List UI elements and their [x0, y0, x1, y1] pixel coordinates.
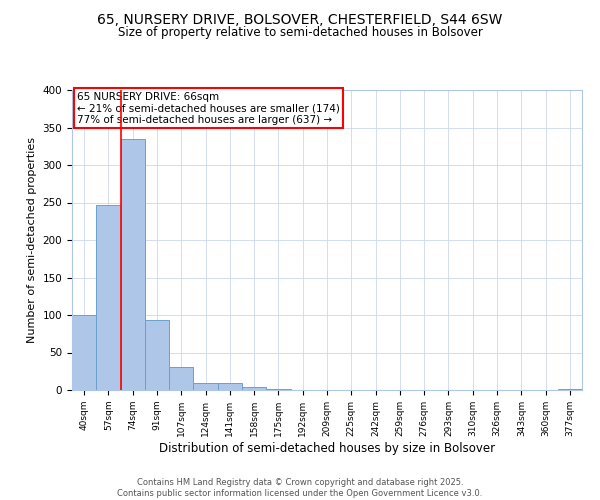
Text: Contains HM Land Registry data © Crown copyright and database right 2025.
Contai: Contains HM Land Registry data © Crown c… — [118, 478, 482, 498]
Text: 65, NURSERY DRIVE, BOLSOVER, CHESTERFIELD, S44 6SW: 65, NURSERY DRIVE, BOLSOVER, CHESTERFIEL… — [97, 12, 503, 26]
Bar — [96, 205, 121, 390]
Bar — [242, 387, 266, 390]
Bar — [266, 388, 290, 390]
Bar — [218, 383, 242, 390]
Y-axis label: Number of semi-detached properties: Number of semi-detached properties — [27, 137, 37, 343]
Bar — [558, 388, 582, 390]
Bar — [121, 138, 145, 390]
Bar — [145, 320, 169, 390]
Bar — [193, 382, 218, 390]
Bar — [169, 367, 193, 390]
Text: Size of property relative to semi-detached houses in Bolsover: Size of property relative to semi-detach… — [118, 26, 482, 39]
X-axis label: Distribution of semi-detached houses by size in Bolsover: Distribution of semi-detached houses by … — [159, 442, 495, 454]
Text: 65 NURSERY DRIVE: 66sqm
← 21% of semi-detached houses are smaller (174)
77% of s: 65 NURSERY DRIVE: 66sqm ← 21% of semi-de… — [77, 92, 340, 124]
Bar — [72, 315, 96, 390]
